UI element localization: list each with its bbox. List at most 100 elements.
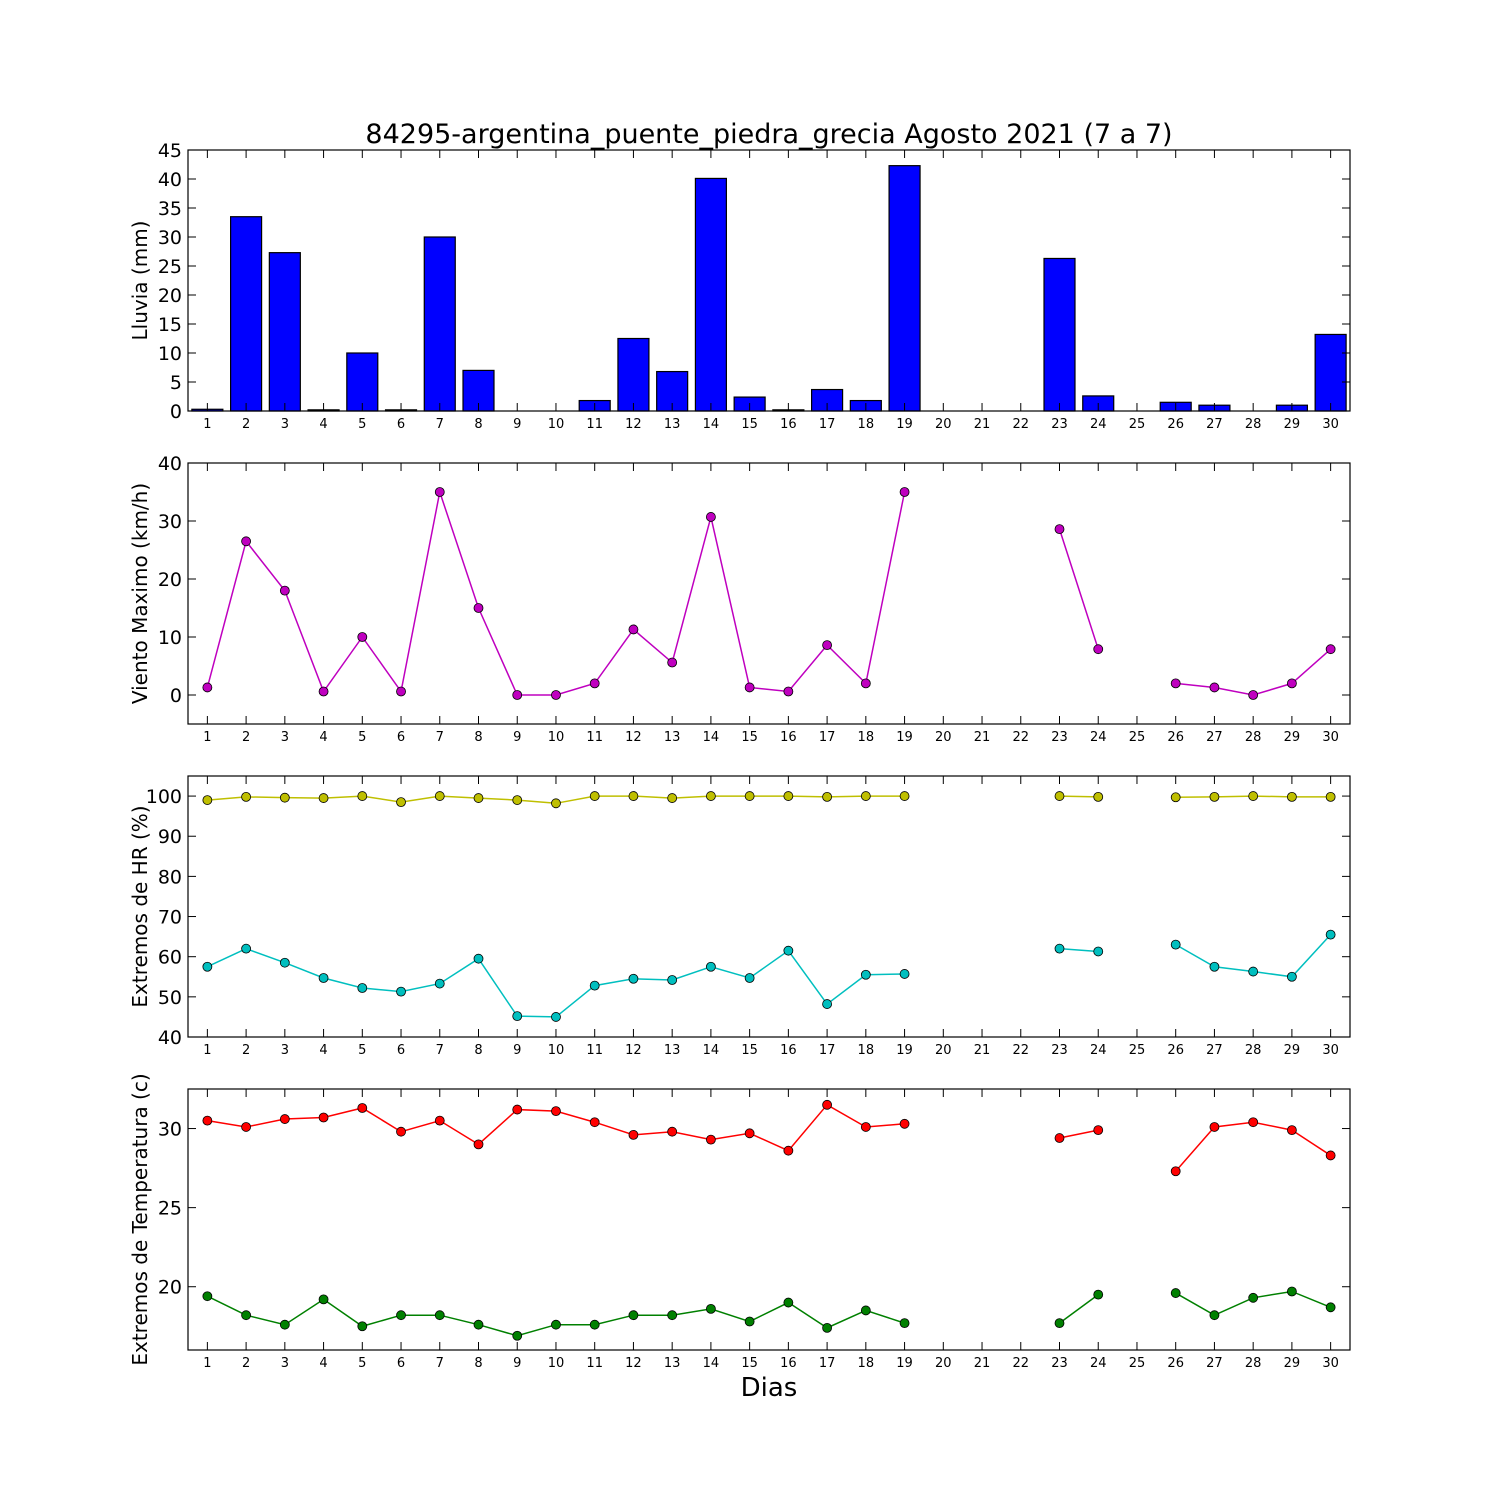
point-series1-day-23	[1054, 524, 1065, 535]
point-series2-day-4	[318, 973, 329, 983]
y-tick-label: 10	[158, 343, 182, 365]
point-series2-day-28	[1248, 966, 1259, 977]
point-series2-day-18	[860, 1305, 871, 1316]
point-series1-day-7	[434, 487, 445, 497]
y-tick-label: 20	[158, 569, 182, 591]
series-line	[1059, 947, 1099, 953]
point-series1-day-4	[318, 1112, 329, 1123]
x-tick-label-18: 18	[858, 1043, 875, 1058]
x-tick-label-21: 21	[974, 1356, 991, 1371]
x-tick-label-3: 3	[281, 730, 289, 745]
x-tick-label-7: 7	[436, 417, 444, 432]
point-series1-day-8	[473, 793, 484, 803]
point-series2-day-24	[1093, 946, 1104, 957]
plot-frame	[187, 775, 1351, 1038]
point-series1-day-5	[357, 632, 368, 642]
point-series2-day-26	[1170, 1288, 1181, 1298]
point-series1-day-6	[396, 1126, 406, 1137]
x-tick-label-27: 27	[1206, 417, 1223, 432]
point-series2-day-16	[783, 945, 794, 956]
point-series2-day-30	[1325, 929, 1336, 940]
point-series1-day-19	[899, 1118, 910, 1129]
x-tick-label-16: 16	[780, 730, 797, 745]
x-tick-label-9: 9	[513, 730, 521, 745]
point-series1-day-3	[279, 1114, 290, 1124]
x-tick-label-4: 4	[319, 730, 327, 745]
plot-frame	[187, 149, 1351, 412]
x-tick-label-23: 23	[1051, 1356, 1068, 1371]
chart-title: 84295-argentina_puente_piedra_grecia Ago…	[365, 119, 1172, 150]
x-tick-label-29: 29	[1284, 730, 1301, 745]
y-tick-label: 0	[170, 685, 182, 707]
x-tick-label-25: 25	[1129, 1356, 1146, 1371]
point-series2-day-4	[318, 1294, 329, 1305]
point-series2-day-17	[822, 999, 832, 1009]
point-series1-day-8	[473, 603, 484, 613]
x-tick-label-14: 14	[703, 1356, 720, 1371]
point-series1-day-8	[473, 1139, 484, 1150]
series-line	[207, 947, 905, 1018]
point-series1-day-9	[512, 795, 523, 805]
point-series1-day-27	[1209, 1122, 1220, 1132]
x-tick-label-26: 26	[1167, 417, 1184, 432]
x-tick-label-1: 1	[203, 730, 211, 745]
point-series2-day-5	[357, 1321, 368, 1332]
point-series2-day-8	[473, 1319, 484, 1330]
x-tick-label-21: 21	[974, 730, 991, 745]
point-series1-day-6	[396, 797, 406, 807]
x-tick-label-22: 22	[1012, 1356, 1029, 1371]
x-tick-label-15: 15	[741, 1043, 758, 1058]
x-tick-label-15: 15	[741, 417, 758, 432]
point-series2-day-19	[899, 1318, 910, 1329]
y-tick-label: 30	[158, 227, 182, 249]
x-tick-label-20: 20	[935, 1043, 952, 1058]
point-series1-day-30	[1325, 644, 1336, 655]
series-line	[1175, 648, 1332, 696]
series-line	[1059, 795, 1099, 798]
y-tick-label: 40	[158, 169, 182, 191]
x-tick-label-18: 18	[858, 1356, 875, 1371]
point-series2-day-2	[241, 943, 252, 954]
point-series1-day-24	[1093, 1125, 1104, 1136]
y-tick-label: 70	[158, 907, 182, 929]
y-axis-label: Extremos de Temperatura (c)	[128, 1073, 152, 1365]
x-tick-label-24: 24	[1090, 1043, 1107, 1058]
series-line	[206, 489, 906, 696]
point-series1-day-30	[1325, 791, 1336, 802]
point-series1-day-3	[279, 792, 290, 803]
x-tick-label-12: 12	[625, 417, 642, 432]
x-tick-label-5: 5	[358, 1356, 366, 1371]
x-tick-label-4: 4	[319, 1356, 327, 1371]
y-tick-label: 5	[170, 372, 182, 394]
point-series2-day-6	[396, 986, 406, 997]
point-series2-day-10	[551, 1319, 561, 1330]
x-tick-label-16: 16	[780, 1356, 797, 1371]
x-tick-label-7: 7	[436, 1356, 444, 1371]
y-tick-label: 80	[158, 866, 182, 888]
x-tick-label-17: 17	[819, 730, 836, 745]
y-tick-label: 10	[158, 627, 182, 649]
x-tick-label-25: 25	[1129, 417, 1146, 432]
x-tick-label-14: 14	[703, 1043, 720, 1058]
point-series2-day-11	[589, 980, 600, 991]
point-series1-day-29	[1287, 1125, 1297, 1136]
x-tick-label-22: 22	[1012, 1043, 1029, 1058]
y-tick-label: 90	[158, 826, 182, 848]
x-tick-label-29: 29	[1284, 417, 1301, 432]
x-tick-label-10: 10	[548, 1356, 565, 1371]
x-tick-label-12: 12	[625, 730, 642, 745]
x-tick-label-27: 27	[1206, 1356, 1223, 1371]
y-tick-label: 100	[146, 786, 182, 808]
point-series1-day-2	[241, 1122, 252, 1132]
point-series1-day-18	[860, 1122, 871, 1132]
point-series1-day-11	[589, 678, 600, 689]
x-tick-label-11: 11	[586, 1356, 603, 1371]
point-series1-day-18	[860, 791, 871, 801]
bar-day-5	[346, 352, 379, 412]
point-series2-day-29	[1287, 1286, 1297, 1297]
x-tick-label-6: 6	[397, 417, 405, 432]
x-tick-label-6: 6	[397, 1043, 405, 1058]
x-tick-label-11: 11	[586, 730, 603, 745]
y-tick-label: 30	[158, 511, 182, 533]
